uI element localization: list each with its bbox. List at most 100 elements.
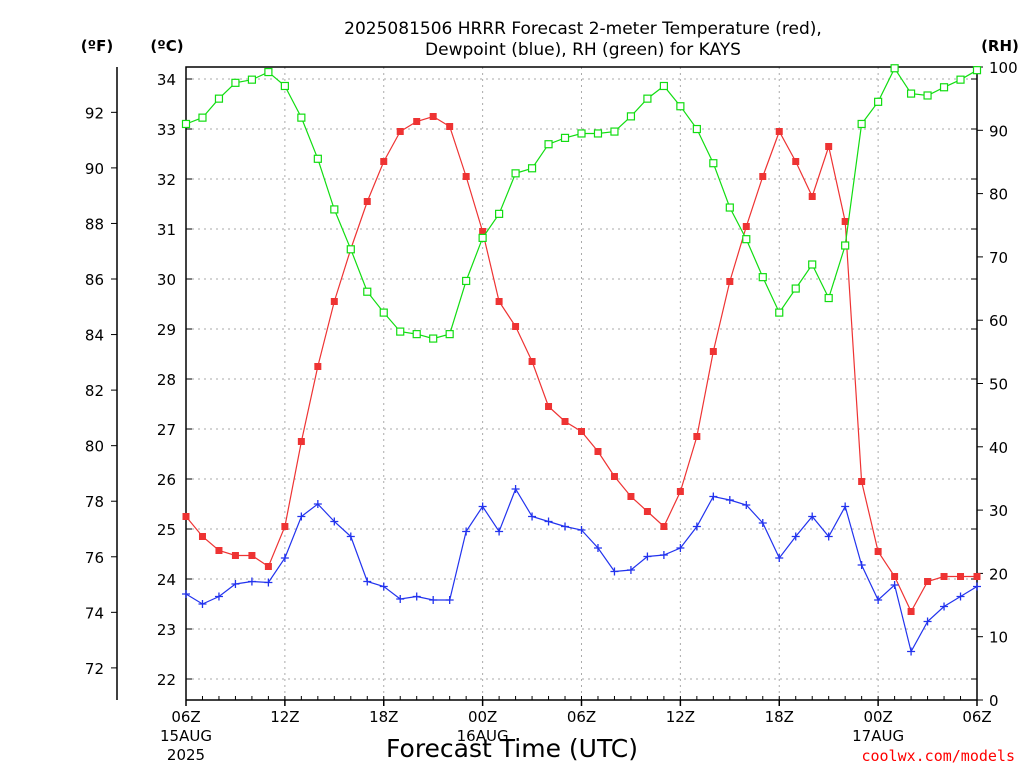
temperature-data-point (198, 533, 206, 540)
x-tick-label: 06Z (962, 708, 991, 726)
rh-tick-label: 10 (989, 629, 1008, 647)
dewpoint-data-point (544, 517, 553, 526)
celsius-tick-label: 29 (157, 321, 176, 339)
dewpoint-data-point (857, 561, 866, 569)
x-tick-label: 18Z (765, 708, 794, 726)
rh-data-point (577, 129, 586, 138)
rh-data-point (511, 169, 520, 178)
rh-data-point (890, 64, 899, 73)
rh-data-point (280, 81, 289, 91)
dewpoint-data-point (742, 501, 751, 509)
rh-data-point (363, 287, 372, 296)
temperature-data-point (775, 128, 783, 135)
dewpoint-data-point (182, 590, 190, 598)
rh-data-point (808, 260, 817, 269)
dewpoint-data-point (396, 595, 405, 603)
rh-data-point (181, 119, 191, 129)
temperature-data-point (462, 173, 470, 180)
temperature-series-line (185, 115, 977, 613)
temperature-data-point (742, 223, 750, 230)
x-tick-date-label: 16AUG (457, 727, 509, 745)
rh-tick-label: 80 (989, 186, 1008, 204)
dewpoint-data-point (940, 602, 949, 611)
x-tick-label: 00Z (863, 708, 892, 726)
dewpoint-data-point (659, 551, 668, 559)
fahrenheit-tick-label: 88 (85, 215, 104, 233)
rh-data-point (874, 97, 883, 106)
temperature-data-point (231, 552, 239, 559)
temperature-data-point (363, 198, 371, 205)
dewpoint-data-point (379, 582, 388, 591)
dewpoint-data-point (561, 522, 570, 531)
temperature-data-point (528, 358, 536, 365)
rh-data-point (462, 276, 471, 286)
celsius-tick-label: 28 (157, 371, 176, 389)
celsius-tick-label: 27 (157, 421, 176, 439)
dewpoint-data-point (297, 512, 306, 521)
rh-data-point (906, 89, 916, 98)
celsius-tick-label: 23 (157, 621, 176, 639)
rh-data-point (495, 209, 504, 218)
rh-data-point (560, 133, 570, 142)
temperature-data-point (693, 433, 701, 440)
rh-data-point (758, 273, 767, 282)
dewpoint-data-point (676, 544, 685, 552)
fahrenheit-tick-label: 80 (85, 438, 104, 456)
temperature-data-point (479, 228, 487, 235)
rh-data-point (396, 327, 405, 336)
temperature-data-point (561, 418, 569, 425)
rh-unit-label: (RH) (981, 37, 1019, 55)
rh-data-point (264, 67, 273, 77)
celsius-tick-label: 25 (157, 521, 176, 539)
dewpoint-series-line (185, 487, 978, 654)
rh-data-point (214, 94, 224, 103)
rh-tick-label: 60 (989, 312, 1008, 330)
rh-data-point (709, 159, 718, 168)
dewpoint-data-point (198, 600, 207, 608)
dewpoint-data-point (214, 592, 223, 601)
temperature-data-point (512, 323, 520, 330)
rh-data-point (659, 81, 668, 91)
temperature-data-point (759, 173, 767, 180)
dewpoint-data-point (758, 519, 767, 527)
rh-data-point (198, 113, 207, 122)
fahrenheit-unit-label: (ºF) (81, 37, 113, 55)
fahrenheit-tick-label: 78 (85, 493, 104, 511)
rh-tick-label: 70 (989, 249, 1008, 267)
dewpoint-data-point (692, 522, 701, 531)
rh-data-point (791, 284, 800, 293)
celsius-tick-label: 26 (157, 471, 176, 489)
x-tick-label: 06Z (567, 708, 596, 726)
celsius-unit-label: (ºC) (150, 37, 183, 55)
temperature-data-point (248, 552, 256, 559)
rh-data-point (379, 308, 388, 317)
temperature-data-point (330, 298, 338, 305)
x-tick-date-label: 15AUG (160, 727, 212, 745)
rh-data-point (626, 112, 636, 121)
rh-data-point (313, 154, 322, 163)
temperature-data-point (792, 158, 800, 165)
plot-frame (185, 66, 978, 700)
rh-data-point (956, 75, 965, 84)
dewpoint-data-point (956, 592, 965, 601)
rh-data-point (231, 78, 240, 87)
temperature-data-point (281, 523, 289, 530)
dewpoint-data-point (330, 517, 339, 526)
temperature-data-point (610, 473, 618, 480)
celsius-tick-label: 33 (157, 121, 176, 139)
rh-data-point (775, 308, 784, 317)
rh-data-point (692, 124, 701, 134)
temperature-data-point (676, 488, 684, 495)
rh-tick-label: 90 (989, 122, 1008, 140)
rh-tick-label: 100 (989, 59, 1018, 77)
dewpoint-data-point (725, 496, 734, 504)
rh-data-point (593, 129, 603, 138)
temperature-data-point (858, 478, 866, 485)
plot-layer: 22 23 24 25 26 27 28 29 30 31 32 33 34 72 74 76 78 80 82 84… (85, 59, 1018, 764)
x-tick-label: 18Z (369, 708, 398, 726)
x-axis-label: Forecast Time (UTC) (386, 734, 638, 763)
temperature-data-point (182, 513, 190, 520)
temperature-data-point (627, 493, 635, 500)
rh-data-point (742, 235, 751, 244)
dewpoint-data-point (907, 647, 916, 656)
